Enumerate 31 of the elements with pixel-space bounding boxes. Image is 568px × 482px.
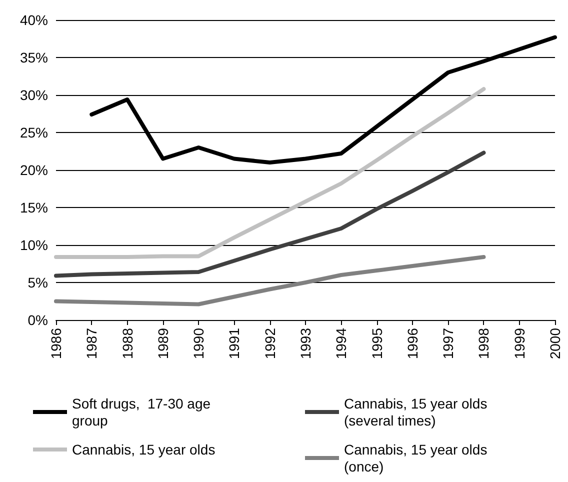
x-tick-label: 1996 xyxy=(404,328,420,360)
x-tick-label: 1998 xyxy=(476,328,492,360)
y-tick-label: 10% xyxy=(20,237,48,253)
y-tick-label: 0% xyxy=(28,312,48,328)
x-tick-label: 1991 xyxy=(226,328,242,360)
x-tick-label: 1989 xyxy=(154,328,171,360)
y-tick-label: 30% xyxy=(20,87,48,103)
x-tick-label: 1997 xyxy=(440,328,456,360)
y-tick-label: 40% xyxy=(20,12,48,28)
line-series xyxy=(54,255,486,306)
x-tick-label: 1987 xyxy=(84,328,100,360)
x-tick-label: 1993 xyxy=(298,328,314,360)
x-tick-label: 1995 xyxy=(368,328,385,360)
x-tick-label: 1994 xyxy=(333,328,350,360)
x-tick-label: 1992 xyxy=(262,328,278,360)
line-series xyxy=(54,150,486,278)
legend-label: Cannabis, 15 year olds (once) xyxy=(344,442,492,474)
x-tick-label: 1986 xyxy=(48,328,64,360)
line-series xyxy=(54,87,486,259)
x-tick-label: 1990 xyxy=(190,328,207,360)
y-tick-label: 5% xyxy=(28,274,48,290)
y-tick-label: 25% xyxy=(20,124,48,140)
legend-label: Soft drugs, 17-30 age group xyxy=(72,396,214,428)
legend-label: Cannabis, 15 year olds xyxy=(72,442,216,458)
x-tick-label: 2000 xyxy=(547,328,563,360)
y-tick-label: 35% xyxy=(20,50,48,66)
y-tick-label: 20% xyxy=(20,162,48,178)
legend-label: Cannabis, 15 year olds (several times) xyxy=(344,396,492,428)
x-tick-label: 1999 xyxy=(511,328,528,360)
y-tick-label: 15% xyxy=(20,200,48,216)
x-tick-label: 1988 xyxy=(119,328,136,360)
